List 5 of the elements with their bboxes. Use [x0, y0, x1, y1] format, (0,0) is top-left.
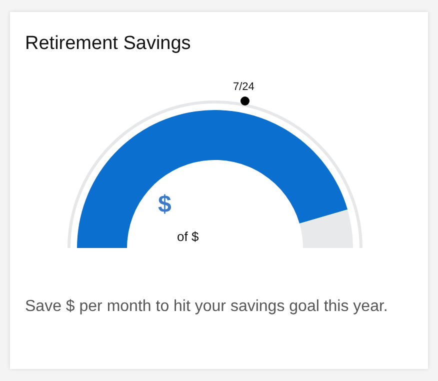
chart-title: Retirement Savings [25, 33, 191, 55]
text: of $ [177, 229, 199, 244]
text: Save $ per month to hit your savings goal this year. [25, 297, 389, 317]
text: $ [158, 191, 172, 219]
text: 7/24 [233, 81, 254, 93]
